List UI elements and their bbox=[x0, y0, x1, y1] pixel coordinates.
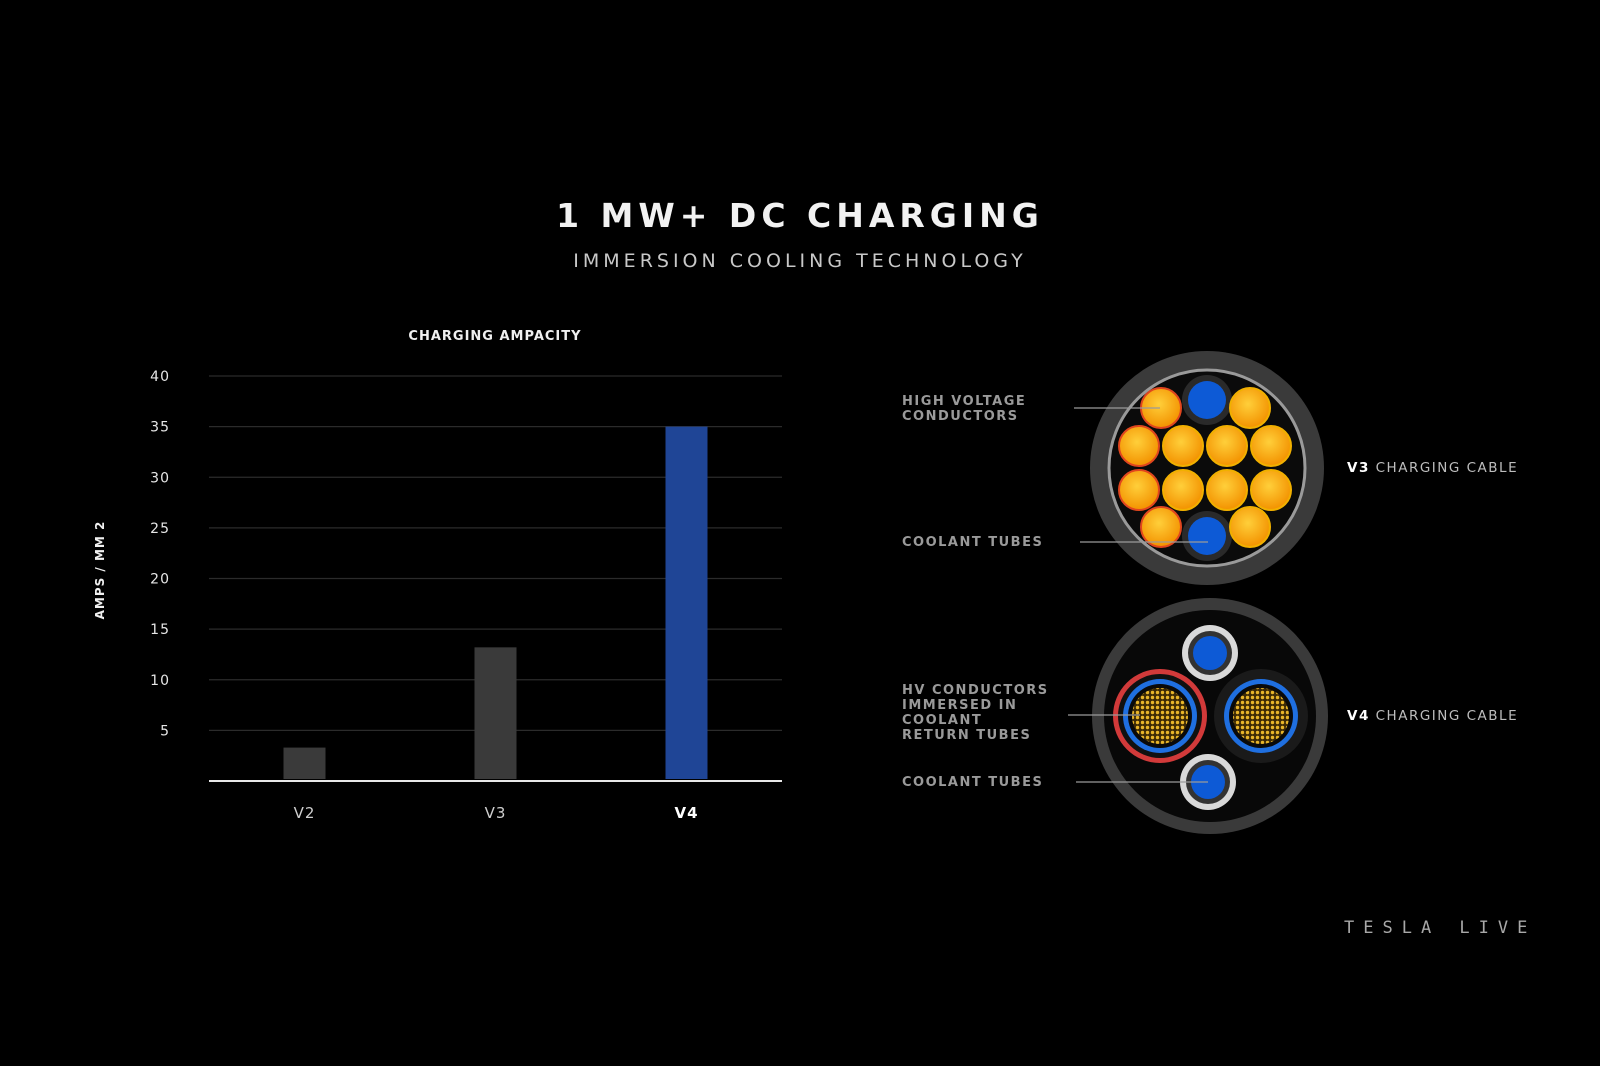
x-tick-label-v2: V2 bbox=[294, 804, 316, 822]
y-tick-label-25: 25 bbox=[150, 521, 170, 537]
v3-hv-conductor bbox=[1162, 425, 1204, 467]
x-tick-labels: V2 V3 V4 bbox=[294, 804, 698, 822]
v3-hv-conductor bbox=[1162, 469, 1204, 511]
y-tick-labels: 5 10 15 20 25 30 35 40 bbox=[150, 369, 170, 739]
v3-cable-label-version: V3 bbox=[1347, 460, 1370, 476]
v4-cable-label-text: CHARGING CABLE bbox=[1369, 708, 1519, 724]
v3-cable-cross-section bbox=[1090, 351, 1324, 585]
bars bbox=[283, 426, 708, 779]
v3-conductors bbox=[1118, 387, 1292, 548]
callout-leader-lines bbox=[1068, 407, 1208, 783]
callout-v4-coolant-tubes: COOLANT TUBES bbox=[902, 775, 1044, 790]
v3-coolant-tube bbox=[1182, 375, 1232, 425]
callout-v3-coolant-tubes: COOLANT TUBES bbox=[902, 535, 1044, 550]
v4-cable-cross-section bbox=[1092, 598, 1328, 834]
callout-hv-conductors-immersed: HV CONDUCTORS IMMERSED IN COOLANT RETURN… bbox=[902, 683, 1049, 743]
v4-inner-core bbox=[1104, 610, 1316, 822]
v3-coolant-tubes bbox=[1182, 375, 1232, 561]
v4-cable-label-version: V4 bbox=[1347, 708, 1370, 724]
v3-hv-conductor bbox=[1118, 469, 1160, 511]
y-tick-label-35: 35 bbox=[150, 420, 170, 436]
y-tick-label-10: 10 bbox=[150, 673, 170, 689]
v3-hv-conductor bbox=[1229, 387, 1271, 429]
v3-hv-conductor bbox=[1140, 506, 1182, 548]
v3-coolant-tube bbox=[1182, 511, 1232, 561]
callout-high-voltage-conductors: HIGH VOLTAGE CONDUCTORS bbox=[902, 394, 1027, 424]
bar-v2 bbox=[283, 747, 326, 779]
y-tick-label-15: 15 bbox=[150, 622, 170, 638]
v3-hv-conductor bbox=[1206, 425, 1248, 467]
page-subtitle: IMMERSION COOLING TECHNOLOGY bbox=[573, 250, 1027, 272]
v3-cable-label: V3 CHARGING CABLE bbox=[1347, 460, 1518, 476]
y-tick-label-5: 5 bbox=[160, 723, 170, 739]
v3-cable-label-text: CHARGING CABLE bbox=[1369, 460, 1519, 476]
chart-title: CHARGING AMPACITY bbox=[408, 329, 582, 344]
v3-hv-conductor bbox=[1229, 506, 1271, 548]
y-tick-label-40: 40 bbox=[150, 369, 170, 385]
v3-hv-conductor bbox=[1250, 425, 1292, 467]
x-tick-label-v4: V4 bbox=[674, 804, 698, 822]
v3-hv-conductor bbox=[1206, 469, 1248, 511]
page-title: 1 MW+ DC CHARGING bbox=[556, 196, 1044, 235]
v4-hv-conductor-left bbox=[1113, 669, 1207, 763]
tesla-live-logo: TESLA LIVE bbox=[1344, 918, 1537, 938]
v3-hv-conductor bbox=[1118, 425, 1160, 467]
v4-cable-label: V4 CHARGING CABLE bbox=[1347, 708, 1518, 724]
x-tick-label-v3: V3 bbox=[485, 804, 507, 822]
y-tick-label-30: 30 bbox=[150, 470, 170, 486]
y-tick-label-20: 20 bbox=[150, 572, 170, 588]
v4-hv-conductor-right bbox=[1214, 669, 1308, 763]
v4-coolant-tube-top bbox=[1182, 625, 1238, 681]
v3-hv-conductor bbox=[1250, 469, 1292, 511]
bar-v4 bbox=[665, 426, 708, 779]
bar-v3 bbox=[474, 647, 517, 779]
